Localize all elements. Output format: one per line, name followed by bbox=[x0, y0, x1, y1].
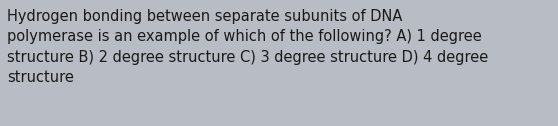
Text: Hydrogen bonding between separate subunits of DNA
polymerase is an example of wh: Hydrogen bonding between separate subuni… bbox=[7, 9, 488, 85]
